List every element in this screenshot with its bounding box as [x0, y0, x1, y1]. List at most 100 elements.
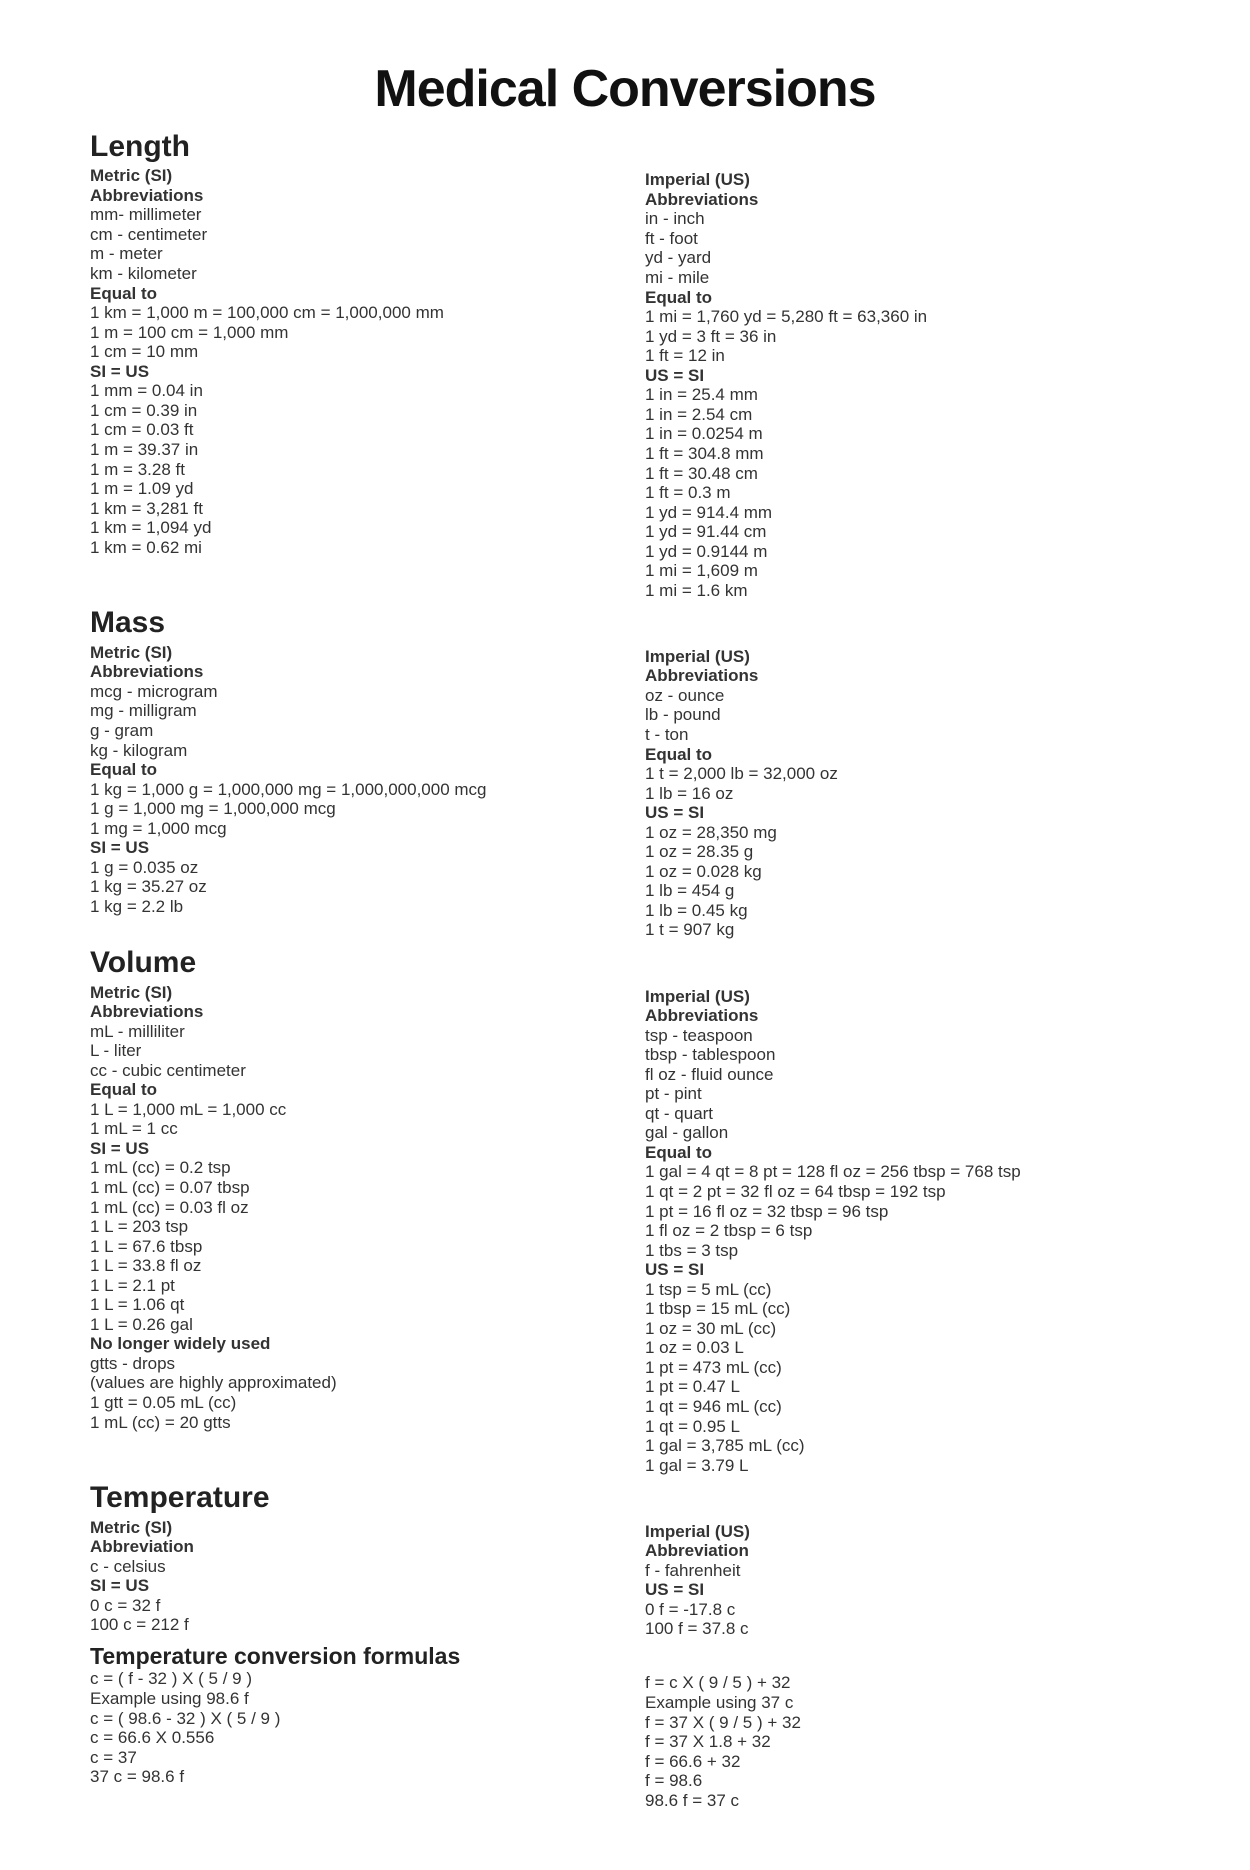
text-line: kg - kilogram — [90, 741, 605, 761]
text-line: 1 L = 203 tsp — [90, 1217, 605, 1237]
text-line: 1 m = 100 cm = 1,000 mm — [90, 323, 605, 343]
length-right-conv-label: US = SI — [645, 366, 1160, 386]
text-line: 1 gal = 3.79 L — [645, 1456, 1160, 1476]
text-line: 1 km = 1,094 yd — [90, 518, 605, 538]
text-line: 100 c = 212 f — [90, 1615, 605, 1635]
text-line: 1 gal = 3,785 mL (cc) — [645, 1436, 1160, 1456]
length-right-abbrs: in - inchft - footyd - yardmi - mile — [645, 209, 1160, 287]
text-line: 1 mi = 1,609 m — [645, 561, 1160, 581]
text-line: 1 km = 0.62 mi — [90, 538, 605, 558]
temp-left-abbr-label: Abbreviation — [90, 1537, 605, 1557]
text-line: 1 t = 2,000 lb = 32,000 oz — [645, 764, 1160, 784]
text-line: tsp - teaspoon — [645, 1026, 1160, 1046]
text-line: 1 oz = 0.028 kg — [645, 862, 1160, 882]
text-line: f - fahrenheit — [645, 1561, 1160, 1581]
text-line: 1 pt = 0.47 L — [645, 1377, 1160, 1397]
temp-right-abbrs: f - fahrenheit — [645, 1561, 1160, 1581]
volume-right-equal-label: Equal to — [645, 1143, 1160, 1163]
text-line: 1 oz = 0.03 L — [645, 1338, 1160, 1358]
volume-imperial-col: Imperial (US) Abbreviations tsp - teaspo… — [645, 983, 1160, 1476]
temp-right-convs: 0 f = -17.8 c100 f = 37.8 c — [645, 1600, 1160, 1639]
text-line: oz - ounce — [645, 686, 1160, 706]
text-line: m - meter — [90, 244, 605, 264]
text-line: 1 tbsp = 15 mL (cc) — [645, 1299, 1160, 1319]
volume-left-equals: 1 L = 1,000 mL = 1,000 cc1 mL = 1 cc — [90, 1100, 605, 1139]
text-line: 1 L = 1,000 mL = 1,000 cc — [90, 1100, 605, 1120]
mass-right-abbrs: oz - ouncelb - poundt - ton — [645, 686, 1160, 745]
text-line: c - celsius — [90, 1557, 605, 1577]
text-line: 1 qt = 946 mL (cc) — [645, 1397, 1160, 1417]
mass-right-conv-label: US = SI — [645, 803, 1160, 823]
volume-right-system: Imperial (US) — [645, 987, 1160, 1007]
temp-right-system: Imperial (US) — [645, 1522, 1160, 1542]
mass-left-equals: 1 kg = 1,000 g = 1,000,000 mg = 1,000,00… — [90, 780, 605, 839]
temp-right-conv-label: US = SI — [645, 1580, 1160, 1600]
text-line: 1 pt = 473 mL (cc) — [645, 1358, 1160, 1378]
text-line: 1 mm = 0.04 in — [90, 381, 605, 401]
text-line: 1 qt = 0.95 L — [645, 1417, 1160, 1437]
mass-left-equal-label: Equal to — [90, 760, 605, 780]
volume-right-abbrs: tsp - teaspoontbsp - tablespoonfl oz - f… — [645, 1026, 1160, 1143]
text-line: t - ton — [645, 725, 1160, 745]
text-line: 1 mi = 1,760 yd = 5,280 ft = 63,360 in — [645, 307, 1160, 327]
length-imperial-col: Imperial (US) Abbreviations in - inchft … — [645, 166, 1160, 600]
volume-left-abbrs: mL - milliliterL - litercc - cubic centi… — [90, 1022, 605, 1081]
text-line: f = 66.6 + 32 — [645, 1752, 1160, 1772]
volume-right-equals: 1 gal = 4 qt = 8 pt = 128 fl oz = 256 tb… — [645, 1162, 1160, 1260]
text-line: km - kilometer — [90, 264, 605, 284]
mass-right-equals: 1 t = 2,000 lb = 32,000 oz1 lb = 16 oz — [645, 764, 1160, 803]
text-line: f = 37 X ( 9 / 5 ) + 32 — [645, 1713, 1160, 1733]
formulas-columns: c = ( f - 32 ) X ( 5 / 9 )Example using … — [90, 1669, 1160, 1810]
text-line: mL - milliliter — [90, 1022, 605, 1042]
length-heading: Length — [90, 130, 1160, 165]
text-line: 1 kg = 2.2 lb — [90, 897, 605, 917]
text-line: 1 L = 33.8 fl oz — [90, 1256, 605, 1276]
text-line: ft - foot — [645, 229, 1160, 249]
text-line: 1 L = 2.1 pt — [90, 1276, 605, 1296]
temperature-imperial-col: Imperial (US) Abbreviation f - fahrenhei… — [645, 1518, 1160, 1639]
text-line: lb - pound — [645, 705, 1160, 725]
text-line: qt - quart — [645, 1104, 1160, 1124]
mass-right-system: Imperial (US) — [645, 647, 1160, 667]
text-line: 1 L = 67.6 tbsp — [90, 1237, 605, 1257]
text-line: 1 mL = 1 cc — [90, 1119, 605, 1139]
volume-left-convs: 1 mL (cc) = 0.2 tsp1 mL (cc) = 0.07 tbsp… — [90, 1158, 605, 1334]
mass-imperial-col: Imperial (US) Abbreviations oz - ouncelb… — [645, 643, 1160, 940]
length-left-abbr-label: Abbreviations — [90, 186, 605, 206]
text-line: c = 37 — [90, 1748, 605, 1768]
text-line: 1 lb = 0.45 kg — [645, 901, 1160, 921]
text-line: yd - yard — [645, 248, 1160, 268]
volume-left-system: Metric (SI) — [90, 983, 605, 1003]
length-columns: Metric (SI) Abbreviations mm- millimeter… — [90, 166, 1160, 600]
mass-right-abbr-label: Abbreviations — [645, 666, 1160, 686]
text-line: 1 m = 39.37 in — [90, 440, 605, 460]
temperature-heading: Temperature — [90, 1481, 1160, 1516]
text-line: 0 c = 32 f — [90, 1596, 605, 1616]
text-line: 0 f = -17.8 c — [645, 1600, 1160, 1620]
volume-metric-col: Metric (SI) Abbreviations mL - millilite… — [90, 983, 605, 1476]
text-line: 1 m = 3.28 ft — [90, 460, 605, 480]
text-line: 1 pt = 16 fl oz = 32 tbsp = 96 tsp — [645, 1202, 1160, 1222]
text-line: c = ( 98.6 - 32 ) X ( 5 / 9 ) — [90, 1709, 605, 1729]
volume-left-extra-label: No longer widely used — [90, 1334, 605, 1354]
text-line: 1 mL (cc) = 0.2 tsp — [90, 1158, 605, 1178]
text-line: 1 mL (cc) = 20 gtts — [90, 1413, 605, 1433]
text-line: 37 c = 98.6 f — [90, 1767, 605, 1787]
temperature-metric-col: Metric (SI) Abbreviation c - celsius SI … — [90, 1518, 605, 1639]
mass-metric-col: Metric (SI) Abbreviations mcg - microgra… — [90, 643, 605, 940]
text-line: tbsp - tablespoon — [645, 1045, 1160, 1065]
text-line: 1 kg = 1,000 g = 1,000,000 mg = 1,000,00… — [90, 780, 605, 800]
text-line: 1 gal = 4 qt = 8 pt = 128 fl oz = 256 tb… — [645, 1162, 1160, 1182]
text-line: 1 ft = 12 in — [645, 346, 1160, 366]
volume-left-equal-label: Equal to — [90, 1080, 605, 1100]
text-line: 100 f = 37.8 c — [645, 1619, 1160, 1639]
mass-right-convs: 1 oz = 28,350 mg1 oz = 28.35 g1 oz = 0.0… — [645, 823, 1160, 940]
text-line: 1 km = 1,000 m = 100,000 cm = 1,000,000 … — [90, 303, 605, 323]
text-line: 1 tbs = 3 tsp — [645, 1241, 1160, 1261]
text-line: 1 cm = 0.39 in — [90, 401, 605, 421]
text-line: 1 ft = 304.8 mm — [645, 444, 1160, 464]
text-line: pt - pint — [645, 1084, 1160, 1104]
temp-left-convs: 0 c = 32 f100 c = 212 f — [90, 1596, 605, 1635]
mass-left-abbrs: mcg - microgrammg - milligramg - gramkg … — [90, 682, 605, 760]
text-line: f = 98.6 — [645, 1771, 1160, 1791]
